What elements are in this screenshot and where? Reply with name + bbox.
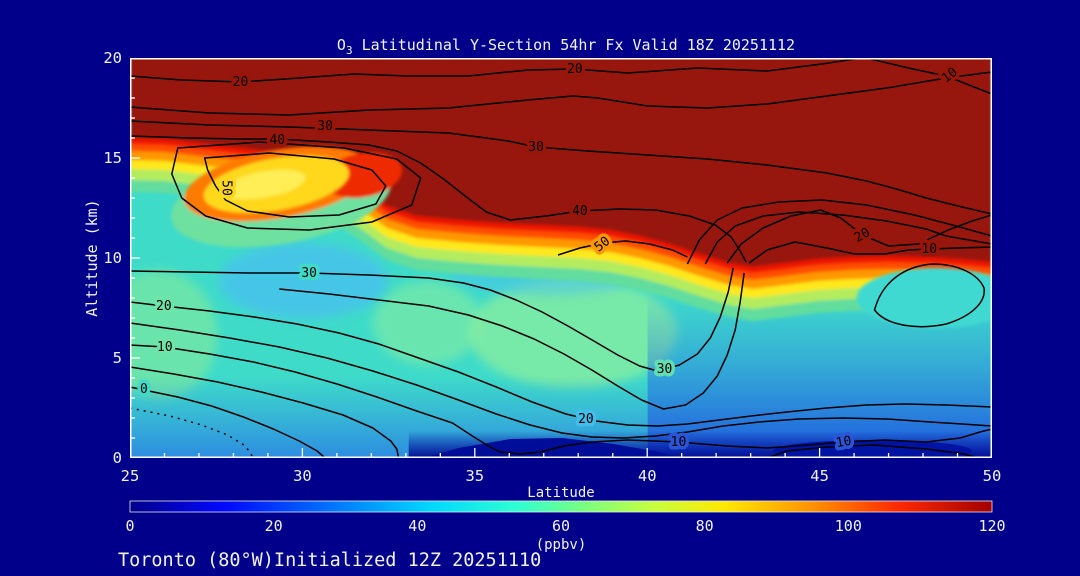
y-axis-tick-labels: 0 5 10 15 20 — [103, 49, 122, 467]
y-axis-label: Altitude (km) — [83, 199, 101, 316]
contour-label: 40 — [270, 133, 286, 148]
y-tick-label: 0 — [113, 449, 122, 467]
x-axis-label: Latitude — [527, 485, 594, 501]
y-tick-label: 20 — [103, 49, 122, 67]
contour-label: 30 — [317, 119, 333, 134]
colorbar-tick-label: 40 — [408, 517, 426, 535]
colorbar-tick-label: 0 — [125, 517, 134, 535]
contour-lines — [130, 58, 992, 458]
contour-label: 0 — [140, 382, 148, 397]
y-tick-label: 5 — [113, 349, 122, 367]
contour-label: 10 — [835, 434, 853, 452]
colorbar-tick-label: 60 — [552, 517, 570, 535]
colorbar-tick-label: 120 — [978, 517, 1005, 535]
plot-frame — [130, 58, 992, 458]
contour-label: 50 — [219, 180, 234, 196]
x-tick-label: 45 — [810, 467, 829, 485]
footer-init-text: Toronto (80°W)Initialized 12Z 20251110 — [118, 550, 541, 571]
contour-label: 20 — [233, 75, 249, 90]
contour-label: 40 — [572, 204, 588, 219]
colorbar — [129, 500, 993, 513]
x-tick-label: 40 — [638, 467, 657, 485]
x-tick-label: 30 — [293, 467, 312, 485]
x-tick-label: 25 — [121, 467, 140, 485]
colorbar-tick-label: 80 — [696, 517, 714, 535]
plot-area: 20 20 30 40 50 30 40 50 10 20 10 30 20 1… — [130, 58, 992, 458]
x-tick-label: 35 — [465, 467, 484, 485]
contour-label: 10 — [157, 340, 173, 355]
contour-label: 10 — [671, 435, 687, 450]
x-axis-tick-labels: 25 30 35 40 45 50 — [121, 467, 1002, 485]
fill-ozone-tongue — [171, 146, 403, 248]
fill-cyan-pocket — [856, 268, 992, 328]
contour-label: 20 — [578, 412, 594, 427]
x-tick-label: 50 — [983, 467, 1002, 485]
contour-label: 10 — [921, 242, 937, 257]
contour-label: 20 — [156, 299, 172, 314]
contour-label: 20 — [567, 62, 583, 77]
colorbar-tick-label: 20 — [265, 517, 283, 535]
chart-title: O3 Latitudinal Y-Section 54hr Fx Valid 1… — [337, 36, 795, 57]
y-tick-label: 10 — [103, 249, 122, 267]
contour-label: 30 — [528, 140, 544, 155]
contour-label: 30 — [301, 266, 317, 281]
colorbar-units: (ppbv) — [536, 537, 587, 553]
colorbar-tick-labels: 0 20 40 60 80 100 120 — [125, 517, 1005, 535]
colorbar-tick-label: 100 — [835, 517, 862, 535]
contour-label: 30 — [657, 362, 673, 377]
y-tick-label: 15 — [103, 149, 122, 167]
